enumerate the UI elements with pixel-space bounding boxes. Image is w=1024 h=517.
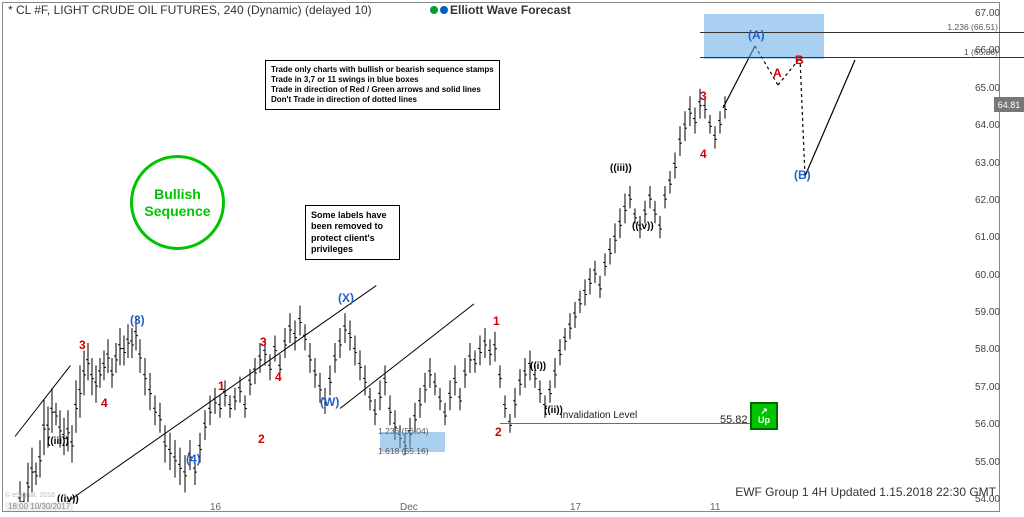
wave-label: ((iv)) xyxy=(632,221,654,232)
invalidation-label: Invalidation Level xyxy=(560,410,637,421)
wave-label: 1 xyxy=(218,379,225,393)
invalidation-value: 55.82 xyxy=(720,414,748,426)
wave-label: (W) xyxy=(320,395,339,409)
wave-label: A xyxy=(773,66,782,80)
wave-label: 4 xyxy=(101,396,108,410)
wave-label: ((iii)) xyxy=(610,163,632,174)
timestamp-label: 18:00 10/30/2017 xyxy=(5,502,73,511)
wave-label: 2 xyxy=(495,425,502,439)
fib-label: 1.236 (56.04) xyxy=(378,426,429,436)
wave-label: 3 xyxy=(260,335,267,349)
wave-label: 4 xyxy=(275,370,282,384)
x-tick: 16 xyxy=(210,502,221,513)
fib-label: 1 (65.86) xyxy=(964,47,998,57)
fib-label: 1.618 (55.16) xyxy=(378,446,429,456)
wave-label: 4 xyxy=(700,147,707,161)
fib-label: 1.236 (66.51) xyxy=(947,22,998,32)
bullish-sequence-circle: Bullish Sequence xyxy=(130,155,225,250)
fib-line xyxy=(700,57,1024,58)
x-tick: 11 xyxy=(710,502,720,513)
wave-label: (4) xyxy=(186,452,201,466)
wave-label: 3 xyxy=(79,338,86,352)
x-tick: 17 xyxy=(570,502,581,513)
labels-removed-note: Some labels have been removed to protect… xyxy=(305,205,400,260)
wave-label: 3 xyxy=(700,89,707,103)
footer-text: EWF Group 1 4H Updated 1.15.2018 22:30 G… xyxy=(735,485,996,499)
wave-label: ((i)) xyxy=(530,361,546,372)
wave-label: 2 xyxy=(258,432,265,446)
wave-label: (3) xyxy=(130,313,145,327)
wave-label: (A) xyxy=(748,28,765,42)
wave-label: B xyxy=(795,53,804,67)
trade-rules-note: Trade only charts with bullish or bearis… xyxy=(265,60,500,110)
wave-label: (X) xyxy=(338,291,354,305)
wave-label: (B) xyxy=(794,168,811,182)
invalidation-line xyxy=(500,423,750,424)
wave-label: ((iii)) xyxy=(47,436,69,447)
wave-label: 1 xyxy=(493,314,500,328)
up-arrow-icon: ↗Up xyxy=(750,402,778,430)
watermark: © eSignal, 2018 xyxy=(5,492,55,499)
x-tick: Dec xyxy=(400,502,418,513)
